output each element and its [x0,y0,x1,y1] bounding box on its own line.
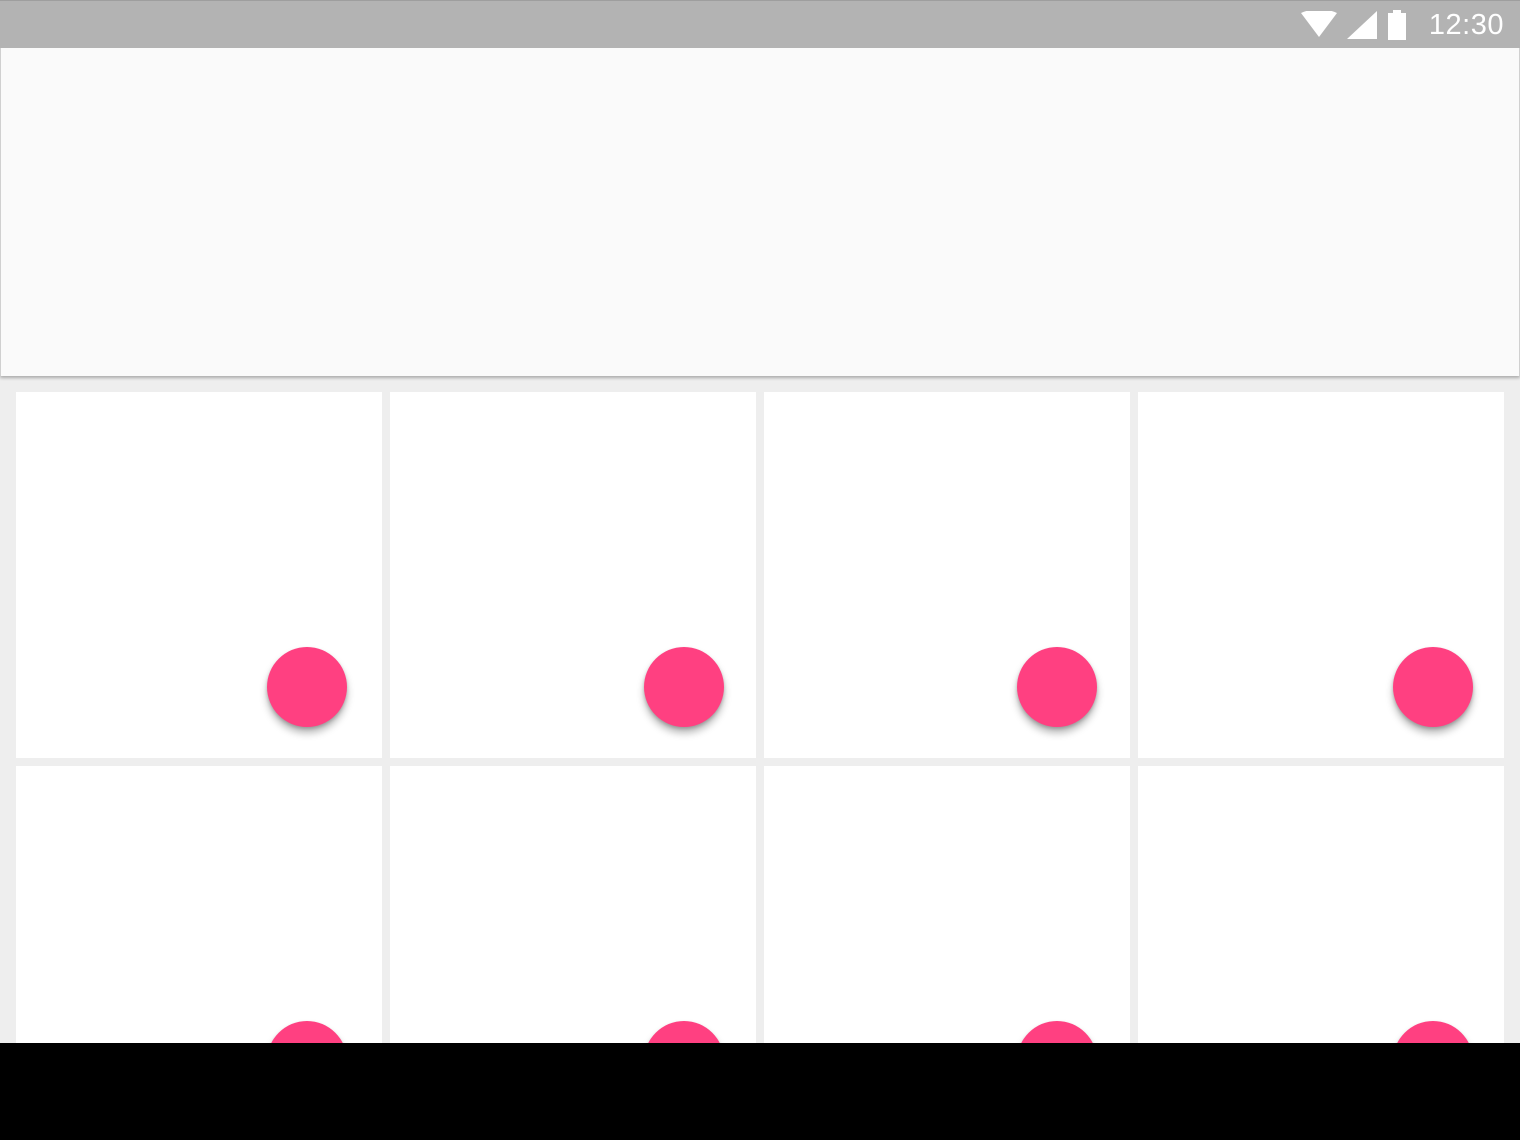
fab-icon[interactable] [1017,647,1097,727]
card-8[interactable] [1138,766,1504,1043]
app-screen [0,48,1520,1043]
card-5[interactable] [16,766,382,1043]
card-7[interactable] [764,766,1130,1043]
card-2[interactable] [390,392,756,758]
fab-icon[interactable] [644,647,724,727]
battery-icon [1387,10,1406,40]
navigation-bar [0,1043,1520,1140]
card-grid [0,48,1520,1043]
fab-icon[interactable] [1393,1021,1473,1043]
status-icons: 12:30 [1300,1,1504,49]
card-3[interactable] [764,392,1130,758]
card-4[interactable] [1138,392,1504,758]
status-bar: 12:30 [0,0,1520,48]
wifi-icon [1300,11,1337,37]
fab-icon[interactable] [267,1021,347,1043]
app-bar [0,48,1520,376]
status-time: 12:30 [1428,8,1504,41]
card-6[interactable] [390,766,756,1043]
fab-icon[interactable] [1393,647,1473,727]
card-1[interactable] [16,392,382,758]
fab-icon[interactable] [267,647,347,727]
fab-icon[interactable] [1017,1021,1097,1043]
cell-signal-icon [1346,11,1377,39]
fab-icon[interactable] [644,1021,724,1043]
